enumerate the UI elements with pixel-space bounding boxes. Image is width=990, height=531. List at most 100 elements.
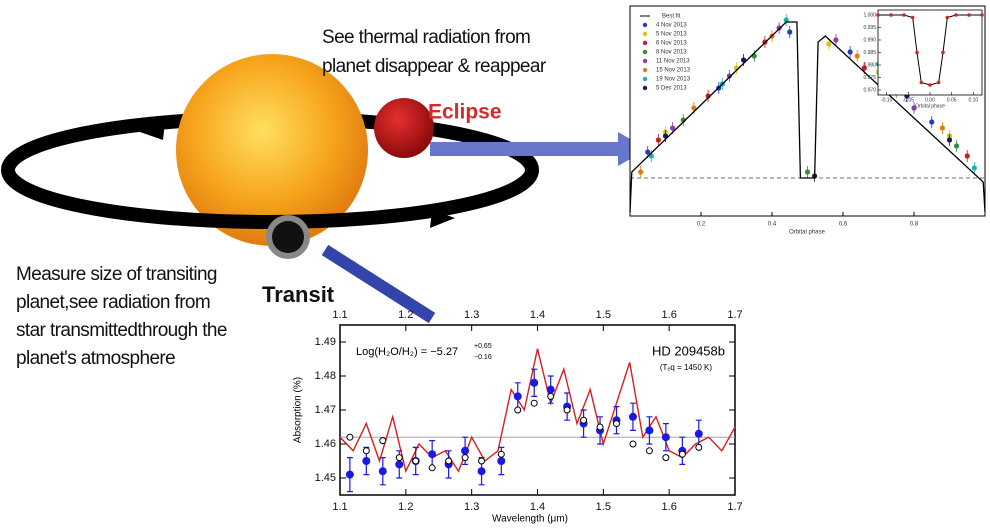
x-tick-label-top: 1.2 xyxy=(398,309,413,321)
annotation-upper: +0.65 xyxy=(474,343,492,350)
binned-model-point xyxy=(614,421,620,427)
eclipse-arrow xyxy=(430,142,620,156)
inset-y-tick-label: 0.975 xyxy=(863,75,876,81)
x-tick-label: 1.5 xyxy=(596,501,611,513)
eclipse-label: Eclipse xyxy=(428,101,502,124)
x-tick-label: 0.4 xyxy=(768,222,777,228)
observed-point xyxy=(645,426,653,434)
x-tick-label-top: 1.1 xyxy=(332,309,347,321)
x-tick-label-top: 1.4 xyxy=(530,309,545,321)
transit-text: planet's atmosphere xyxy=(16,348,175,369)
inset-point xyxy=(980,13,984,17)
data-point xyxy=(787,29,792,34)
binned-model-point xyxy=(347,434,353,440)
binned-model-point xyxy=(498,451,504,457)
x-tick-label-top: 1.3 xyxy=(464,309,479,321)
inset-point xyxy=(937,81,941,85)
x-tick-label: 0.2 xyxy=(697,222,706,228)
y-tick-label: 1.48 xyxy=(315,370,336,382)
binned-model-point xyxy=(581,417,587,423)
transit-text: Measure size of transiting xyxy=(16,264,217,285)
inset-point xyxy=(946,16,950,20)
x-tick-label-top: 1.5 xyxy=(596,309,611,321)
data-point xyxy=(972,165,977,170)
observed-point xyxy=(428,450,436,458)
legend-swatch xyxy=(643,23,647,27)
binned-model-point xyxy=(696,444,702,450)
observed-point xyxy=(346,471,354,479)
inset-point xyxy=(928,83,932,87)
inset-point xyxy=(876,13,880,17)
binned-model-point xyxy=(531,400,537,406)
thermal-text: planet disappear & reappear xyxy=(322,56,547,77)
data-point xyxy=(645,149,650,154)
page: { "diagram": { "thermal_text": ["See the… xyxy=(0,0,990,526)
figure: See thermal radiation from planet disapp… xyxy=(0,0,990,526)
binned-model-point xyxy=(564,407,570,413)
data-point xyxy=(954,143,959,148)
binned-model-point xyxy=(663,455,669,461)
observed-point xyxy=(461,447,469,455)
inset-x-tick-label: 0.10 xyxy=(968,97,978,103)
observed-point xyxy=(395,460,403,468)
data-point xyxy=(855,53,860,58)
transit-text: planet,see radiation from xyxy=(16,292,210,313)
inset-y-tick-label: 0.980 xyxy=(863,62,876,68)
binned-model-point xyxy=(462,455,468,461)
inset-point xyxy=(915,51,919,55)
observed-point xyxy=(547,386,555,394)
target-name: HD 209458b xyxy=(652,343,725,358)
y-tick-label: 1.49 xyxy=(315,336,336,348)
observed-point xyxy=(497,457,505,465)
legend-swatch xyxy=(643,50,647,54)
binned-model-point xyxy=(380,438,386,444)
inset-point xyxy=(902,13,906,17)
inset-point xyxy=(941,51,945,55)
x-tick-label: 1.1 xyxy=(332,501,347,513)
x-tick-label: 1.3 xyxy=(464,501,479,513)
legend-label: Best fit xyxy=(662,14,681,20)
inset-point xyxy=(954,13,958,17)
legend-swatch xyxy=(643,59,647,63)
eclipse-planet xyxy=(374,98,434,158)
x-axis-label: Orbital phase xyxy=(789,230,825,236)
x-tick-label: 0.8 xyxy=(910,222,919,228)
data-point xyxy=(805,169,810,174)
inset-point xyxy=(967,13,971,17)
inset-y-tick-label: 0.990 xyxy=(863,37,876,43)
binned-model-point xyxy=(479,458,485,464)
legend-label: 15 Nov 2013 xyxy=(656,68,691,74)
binned-model-point xyxy=(548,393,554,399)
legend-label: 8 Nov 2013 xyxy=(656,50,687,56)
legend-label: 11 Nov 2013 xyxy=(656,59,690,65)
legend-label: 5 Nov 2013 xyxy=(656,32,687,38)
annotation: Log(H₂O/H₂) = −5.27 xyxy=(356,346,458,358)
inset-y-tick-label: 1.000 xyxy=(863,12,876,18)
annotation-lower: −0.16 xyxy=(474,354,492,361)
y-axis-label: Absorption (%) xyxy=(293,377,304,443)
inset-y-tick-label: 0.970 xyxy=(863,87,876,93)
legend-swatch xyxy=(643,68,647,72)
y-tick-label: 1.46 xyxy=(315,438,336,450)
binned-model-point xyxy=(515,407,521,413)
inset-y-tick-label: 0.995 xyxy=(863,25,876,31)
legend-swatch xyxy=(643,41,647,45)
x-tick-label-top: 1.6 xyxy=(662,309,677,321)
x-axis-label: Wavelength (μm) xyxy=(492,514,568,525)
data-point xyxy=(826,41,831,46)
data-point xyxy=(947,137,952,142)
thermal-text: See thermal radiation from xyxy=(322,27,530,48)
inset-y-tick-label: 0.985 xyxy=(863,50,876,56)
legend-label: 19 Nov 2013 xyxy=(656,77,691,83)
observed-point xyxy=(478,467,486,475)
x-tick-label: 1.2 xyxy=(398,501,413,513)
legend-swatch xyxy=(643,32,647,36)
binned-model-point xyxy=(646,448,652,454)
legend-label: 5 Dec 2013 xyxy=(656,86,687,92)
x-tick-label-top: 1.7 xyxy=(727,309,742,321)
binned-model-point xyxy=(396,455,402,461)
binned-model-point xyxy=(363,448,369,454)
x-tick-label: 1.6 xyxy=(662,501,677,513)
legend-label: 6 Nov 2013 xyxy=(656,41,687,47)
observed-point xyxy=(514,392,522,400)
